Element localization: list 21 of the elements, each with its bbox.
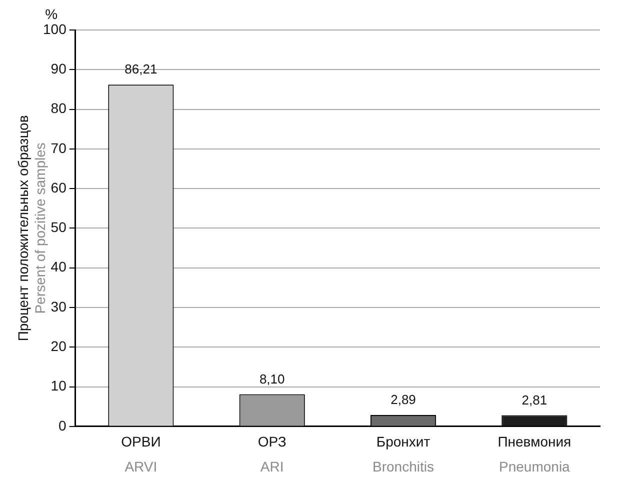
y-tick-label: 0	[58, 417, 67, 434]
y-tick-label: 20	[50, 338, 67, 354]
category-label: ОРВИ ARVI	[121, 434, 161, 474]
data-label: 8,10	[259, 371, 285, 386]
y-tick-label: 40	[50, 258, 67, 275]
y-tick-label: 10	[50, 378, 67, 394]
category-label: ОРЗ ARI	[258, 434, 286, 474]
y-tick-label: 100	[43, 20, 67, 37]
y-tick-label: 50	[50, 219, 67, 236]
data-label: 2,81	[522, 392, 548, 408]
y-tick-label: 90	[50, 60, 67, 76]
category-label: Пневмония Pneumonia	[498, 434, 572, 474]
y-tick-label: 80	[50, 100, 67, 116]
data-label: 86,21	[124, 62, 158, 77]
y-tick-label: 70	[50, 140, 67, 156]
text: %	[45, 6, 58, 22]
y-tick-label: 60	[50, 179, 67, 196]
data-label: 2,89	[390, 392, 416, 408]
y-tick-label: 30	[50, 298, 67, 314]
category-label: Бронхит Bronchitis	[372, 434, 434, 474]
y-axis-title: Процент положительных образцов Persent of pozitive samples	[14, 115, 48, 342]
